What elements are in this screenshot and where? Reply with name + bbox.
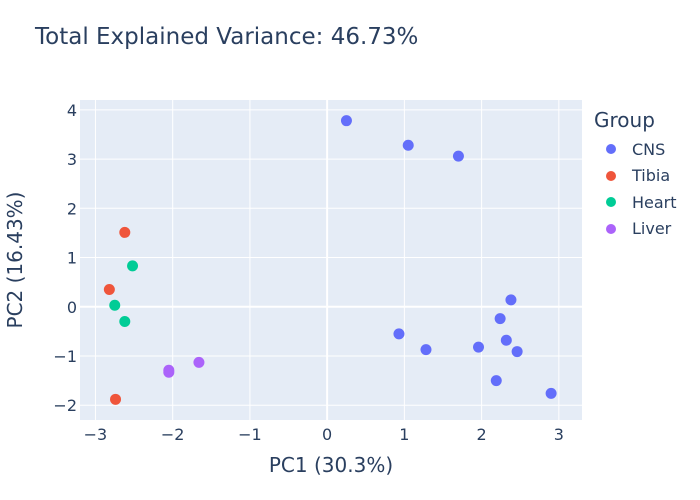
x-tick-label: −2 (161, 425, 185, 444)
point-cns (494, 313, 506, 325)
point-cns (340, 115, 352, 127)
point-cns (393, 328, 405, 340)
point-tibia (103, 284, 115, 296)
point-heart (109, 299, 121, 311)
plot-background (80, 100, 582, 420)
legend-item-liver[interactable]: Liver (594, 216, 677, 243)
x-tick-label: 3 (554, 425, 564, 444)
point-cns (402, 139, 414, 151)
y-tick-label: 1 (67, 249, 77, 268)
legend-item-cns[interactable]: CNS (594, 136, 677, 163)
legend-item-heart[interactable]: Heart (594, 189, 677, 216)
y-tick-label: 2 (67, 199, 77, 218)
legend-swatch (606, 223, 616, 234)
point-cns (511, 346, 523, 358)
legend-swatch (606, 170, 616, 181)
point-cns (452, 150, 464, 162)
legend-title: Group (594, 108, 655, 132)
point-heart (127, 260, 139, 272)
x-tick-label: 1 (399, 425, 409, 444)
x-tick-label: −1 (238, 425, 262, 444)
x-axis-title: PC1 (30.3%) (269, 453, 393, 477)
point-cns (420, 344, 432, 356)
y-tick-label: 4 (67, 101, 77, 120)
legend-label: Heart (632, 192, 677, 212)
point-cns (505, 294, 517, 306)
zero-lines (80, 100, 582, 420)
legend-label: Liver (632, 219, 672, 239)
legend: Group CNS Tibia Heart Liver (594, 108, 677, 242)
point-cns (473, 341, 485, 353)
x-tick-labels: −3 −2 −1 0 1 2 3 (84, 425, 564, 444)
y-tick-label: 3 (67, 150, 77, 169)
x-tick-label: −3 (84, 425, 108, 444)
legend-label: Tibia (632, 166, 671, 186)
y-tick-labels: −2 −1 0 1 2 3 4 (53, 101, 77, 415)
point-cns (490, 375, 502, 387)
point-cns (545, 387, 557, 399)
chart-title: Total Explained Variance: 46.73% (35, 24, 419, 50)
point-heart (119, 316, 131, 328)
legend-swatch (606, 144, 616, 155)
legend-label: CNS (632, 139, 666, 159)
data-points (103, 115, 557, 405)
point-tibia (119, 226, 131, 238)
grid-lines (80, 100, 582, 420)
y-axis-title: PC2 (16.43%) (3, 192, 27, 329)
y-tick-label: −1 (53, 347, 77, 366)
point-cns (500, 334, 512, 346)
y-tick-label: 0 (67, 298, 77, 317)
legend-items: CNS Tibia Heart Liver (594, 136, 677, 242)
legend-swatch (606, 197, 616, 208)
y-tick-label: −2 (53, 396, 77, 415)
legend-item-tibia[interactable]: Tibia (594, 163, 677, 190)
x-tick-label: 0 (322, 425, 332, 444)
point-liver (193, 356, 205, 368)
x-tick-label: 2 (477, 425, 487, 444)
point-liver (163, 366, 175, 378)
point-tibia (110, 393, 122, 405)
